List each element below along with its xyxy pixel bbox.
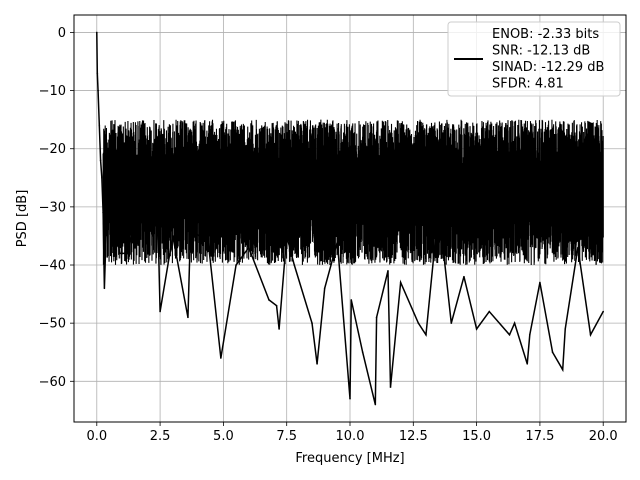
- psd-data-point: [323, 287, 326, 290]
- psd-data-point: [220, 357, 222, 359]
- x-tick-label: 5.0: [213, 429, 234, 444]
- psd-data-point: [171, 235, 174, 237]
- legend-entry-enob: ENOB: -2.33 bits: [492, 27, 599, 42]
- psd-data-point: [133, 223, 136, 226]
- psd-data-point: [189, 229, 192, 231]
- psd-data-point: [528, 333, 531, 336]
- noise-trace: [102, 119, 604, 265]
- psd-data-point: [126, 252, 128, 255]
- y-tick-label: −50: [39, 317, 66, 332]
- y-tick-label: −30: [39, 200, 66, 215]
- legend-entry-sfdr: SFDR: 4.81: [492, 77, 564, 92]
- psd-data-point: [95, 31, 98, 34]
- legend: ENOB: -2.33 bits SNR: -12.13 dB SINAD: -…: [447, 21, 621, 97]
- psd-data-point: [450, 322, 453, 324]
- psd-data-point: [96, 72, 99, 74]
- y-axis-label: PSD [dB]: [15, 190, 30, 248]
- psd-data-point: [97, 89, 99, 92]
- psd-data-point: [159, 310, 161, 313]
- psd-data-point: [437, 206, 440, 208]
- psd-data-point: [350, 299, 353, 301]
- x-tick-label: 7.5: [276, 429, 297, 444]
- y-tick-label: −10: [39, 84, 66, 99]
- y-tick-label: −20: [39, 142, 66, 157]
- x-axis-label: Frequency [MHz]: [295, 451, 404, 466]
- psd-data-point: [375, 316, 378, 319]
- psd-data-point: [207, 240, 210, 243]
- psd-data-point: [389, 386, 392, 388]
- psd-data-point: [417, 322, 420, 324]
- psd-data-point: [488, 310, 491, 313]
- psd-data-point: [99, 159, 102, 162]
- psd-data-point: [475, 328, 478, 330]
- psd-data-point: [235, 264, 237, 266]
- psd-data-point: [336, 240, 339, 243]
- x-tick-label: 10.0: [336, 429, 365, 444]
- psd-series-line: [96, 32, 604, 405]
- x-tick-label: 2.5: [150, 429, 171, 444]
- psd-data-point: [156, 206, 159, 208]
- x-tick-label: 12.5: [399, 429, 428, 444]
- psd-data-point: [361, 351, 364, 354]
- psd-data-point: [285, 235, 288, 237]
- psd-data-point: [106, 206, 108, 208]
- psd-data-point: [551, 351, 554, 354]
- psd-data-point: [387, 270, 389, 272]
- legend-entry-snr: SNR: -12.13 dB: [492, 44, 590, 59]
- psd-data-point: [275, 304, 278, 307]
- psd-data-point: [425, 333, 427, 336]
- psd-data-point: [463, 275, 465, 278]
- psd-data-point: [111, 182, 113, 185]
- series-layer: [95, 31, 605, 406]
- psd-data-point: [539, 281, 541, 284]
- psd-data-point: [98, 124, 101, 127]
- psd-data-point: [349, 397, 351, 400]
- x-tick-label: 20.0: [589, 429, 618, 444]
- y-tick-label: −40: [39, 259, 66, 274]
- y-tick-label: 0: [58, 26, 66, 41]
- psd-data-point: [513, 322, 516, 324]
- psd-data-point: [268, 299, 270, 301]
- psd-data-point: [146, 217, 149, 220]
- psd-data-point: [374, 403, 377, 406]
- psd-data-point: [311, 322, 313, 324]
- psd-data-point: [399, 281, 402, 284]
- noise-floor: [102, 119, 604, 265]
- psd-data-point: [564, 328, 567, 330]
- psd-data-point: [103, 287, 106, 290]
- psd-data-point: [118, 252, 121, 255]
- x-tick-label: 0.0: [86, 429, 107, 444]
- psd-data-point: [278, 328, 280, 330]
- psd-data-point: [602, 310, 605, 313]
- psd-data-point: [102, 211, 104, 214]
- y-tick-label: −60: [39, 375, 66, 390]
- ticks: 0.0 2.5 5.0 7.5 10.0 12.5 15.0 17.5 20.0 0 −10 −20 −…: [39, 26, 618, 444]
- psd-data-point: [589, 333, 592, 336]
- psd-data-point: [187, 316, 189, 319]
- x-tick-label: 17.5: [525, 429, 554, 444]
- legend-box: [447, 21, 621, 97]
- psd-data-point: [101, 177, 103, 179]
- psd-data-point: [526, 363, 529, 365]
- legend-entry-sinad: SINAD: -12.29 dB: [492, 60, 604, 75]
- psd-data-point: [561, 368, 564, 371]
- psd-data-point: [316, 363, 318, 365]
- psd-data-point: [247, 246, 250, 249]
- psd-data-point: [577, 246, 579, 249]
- psd-data-point: [508, 333, 511, 336]
- x-tick-label: 15.0: [462, 429, 491, 444]
- psd-data-point: [293, 264, 296, 266]
